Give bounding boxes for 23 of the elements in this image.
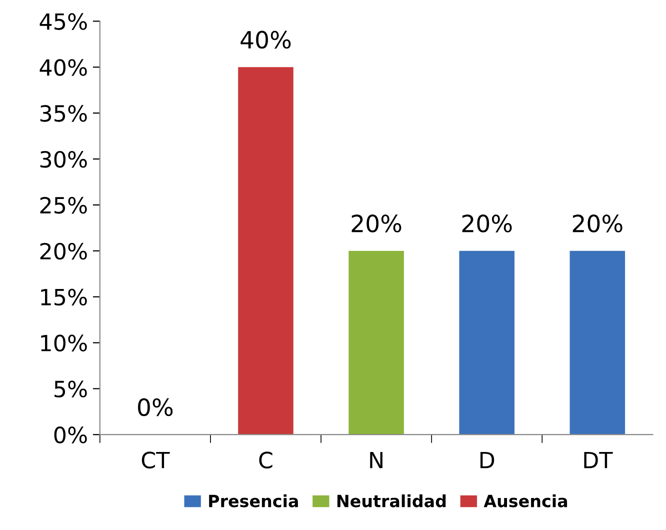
- y-tick-label: 35%: [40, 105, 87, 122]
- y-tick-label: 10%: [41, 334, 87, 352]
- x-tick-label: CT: [142, 452, 170, 468]
- x-tick-label: DT: [584, 452, 613, 468]
- data-label: 20%: [572, 214, 622, 232]
- x-tick-label: C: [259, 452, 272, 468]
- y-tick-label: 40%: [40, 59, 87, 76]
- x-tick-label: N: [370, 452, 382, 468]
- y-tick-label: 25%: [40, 196, 87, 214]
- y-tick-label: 15%: [41, 288, 87, 306]
- data-label: 40%: [240, 30, 291, 49]
- y-tick-label: 30%: [40, 150, 87, 168]
- data-label: 20%: [462, 214, 512, 232]
- data-label: 0%: [138, 398, 173, 416]
- x-tick-label: D: [480, 452, 494, 468]
- data-label: 20%: [352, 214, 402, 232]
- y-tick-label: 0%: [54, 426, 87, 444]
- y-tick-label: 5%: [54, 380, 87, 398]
- y-tick-label: 45%: [40, 13, 87, 30]
- legend-label: Ausencia: [484, 494, 568, 508]
- legend-label: Neutralidad: [337, 494, 446, 508]
- y-tick-label: 20%: [40, 242, 87, 260]
- legend-label: Presencia: [209, 494, 298, 508]
